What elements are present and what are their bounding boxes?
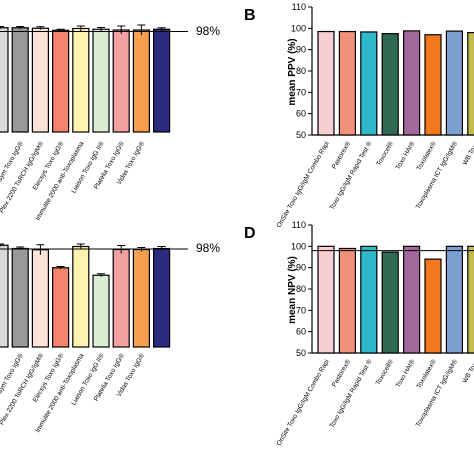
y-tick-label: 70 <box>296 87 306 97</box>
bar <box>72 245 90 348</box>
y-tick-label: 110 <box>292 220 306 230</box>
y-axis-label: mean PPV (%) <box>287 38 298 105</box>
bar <box>403 245 421 354</box>
chart-panel-d: D 50 60 70 80 90 100 110 mean NPV (%) OnSite Toxo… <box>244 220 474 447</box>
bar <box>424 258 442 354</box>
chart-panel-b: B 50 60 70 80 90 100 110 mean PPV (%) OnSite Toxo… <box>244 2 474 229</box>
y-tick-label: 90 <box>296 263 306 273</box>
bar <box>31 27 50 133</box>
category-label: WB Toxo <box>462 140 474 166</box>
bar <box>153 28 171 133</box>
y-tick-label: 80 <box>296 66 306 76</box>
bar <box>381 251 399 354</box>
y-tick-label: 70 <box>296 305 306 315</box>
category-label: Toxo IgG/IgM Rapid Test ® <box>328 140 374 211</box>
y-tick-label: 50 <box>296 348 306 358</box>
bar <box>11 247 29 348</box>
category-label: Toxo HAI® <box>394 140 417 171</box>
bar <box>317 245 335 354</box>
bar <box>360 245 378 354</box>
bar <box>445 30 463 136</box>
y-tick-label: 110 <box>292 2 306 12</box>
y-tick-label: 100 <box>291 23 306 33</box>
bar <box>72 27 90 133</box>
category-label: Toxocel® <box>375 140 395 167</box>
chart-panel-c: Axsym Toxo IgG®Plex 2200 ToRCH IgG/IgM®E… <box>0 241 220 434</box>
bar <box>51 267 70 348</box>
category-label: OnSite Toxo IgG/IgM Combo Rapi <box>276 359 331 448</box>
bar <box>112 248 130 348</box>
bar <box>381 33 399 136</box>
reference-label: 98% <box>196 24 220 38</box>
bar <box>467 245 474 354</box>
bar <box>403 30 421 136</box>
category-label: Toxoplasma ICT IgG/IgM® <box>414 358 459 428</box>
bar <box>153 247 171 348</box>
bar <box>92 28 110 133</box>
bar <box>338 247 356 354</box>
y-axis-label: mean NPV (%) <box>287 256 298 324</box>
y-tick-label: 80 <box>296 284 306 294</box>
y-tick-label: 60 <box>296 109 306 119</box>
bar <box>0 27 9 133</box>
bar <box>467 31 474 136</box>
bar <box>317 30 335 136</box>
reference-label: 98% <box>196 241 220 255</box>
bar <box>31 249 50 348</box>
category-label: Toxocell® <box>374 358 395 387</box>
bar <box>51 29 70 133</box>
y-tick-label: 50 <box>296 130 306 140</box>
bar <box>360 31 378 136</box>
y-tick-label: 60 <box>296 327 306 337</box>
bar <box>0 244 9 348</box>
bar <box>132 248 150 348</box>
panel-label: D <box>244 225 256 242</box>
bar <box>92 274 110 348</box>
y-tick-label: 100 <box>291 241 306 251</box>
chart-panel-a: Axsym Toxo IgG®Plex 2200 ToRCH IgG/IgM®E… <box>0 24 220 222</box>
category-label: WB Toxo <box>462 358 474 384</box>
category-label: Toxo IgG/IgM Rapid Test ® <box>328 358 374 429</box>
bar <box>338 30 356 136</box>
bar <box>424 34 442 136</box>
category-label: Toxolatex® <box>415 358 438 390</box>
bar <box>132 29 150 133</box>
panel-label: B <box>244 7 256 24</box>
bar <box>112 29 130 133</box>
category-label: Toxo HAI® <box>394 358 417 389</box>
category-label: OnSite Toxo IgG/IgM Combo Rapi <box>276 141 331 230</box>
category-label: Pastorex® <box>330 358 352 389</box>
y-tick-label: 90 <box>296 45 306 55</box>
category-label: Pastorex® <box>330 140 352 171</box>
category-label: Toxolatex® <box>415 140 438 172</box>
bar <box>11 27 29 133</box>
bar <box>445 245 463 354</box>
category-label: Toxoplasma ICT IgG/IgM® <box>414 140 459 210</box>
